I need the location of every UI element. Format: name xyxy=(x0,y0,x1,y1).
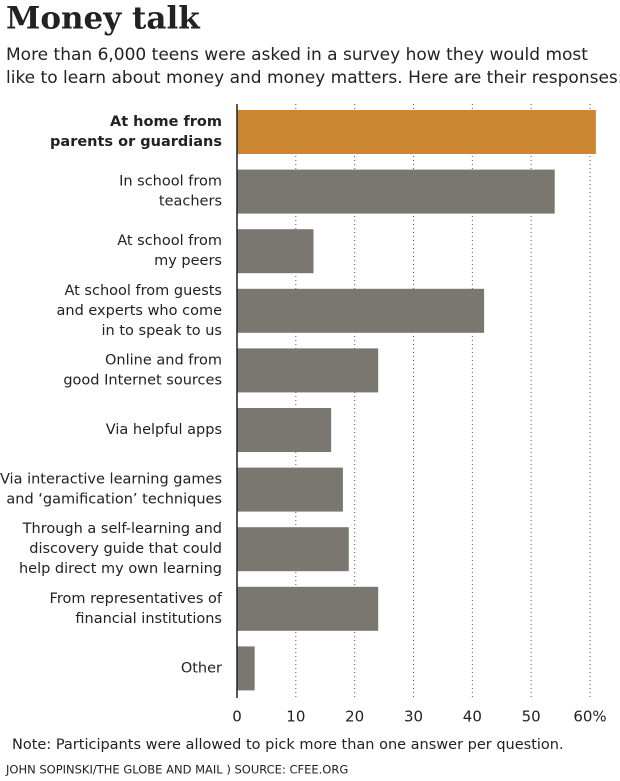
bar xyxy=(237,586,379,631)
category-label: teachers xyxy=(159,194,222,210)
category-label: In school from xyxy=(119,174,222,190)
category-label: help direct my own learning xyxy=(19,561,222,577)
bar xyxy=(237,169,555,214)
bar xyxy=(237,288,485,333)
bar xyxy=(237,646,255,691)
category-label: From representatives of xyxy=(50,591,223,607)
chart-title: Money talk xyxy=(6,1,201,37)
x-tick-label: 50 xyxy=(522,708,541,726)
bar xyxy=(237,229,314,274)
bar xyxy=(237,110,596,154)
bar xyxy=(237,408,332,452)
bar xyxy=(237,527,349,572)
note: Note: Participants were allowed to pick … xyxy=(12,737,564,753)
subtitle: like to learn about money and money matt… xyxy=(6,68,620,88)
category-label: Via interactive learning games xyxy=(0,472,222,488)
category-label: Via helpful apps xyxy=(106,422,222,438)
category-label: my peers xyxy=(154,253,222,269)
category-label: At school from xyxy=(117,233,222,249)
category-label: discovery guide that could xyxy=(29,541,222,557)
category-label: Through a self-learning and xyxy=(22,521,222,537)
category-label: parents or guardians xyxy=(50,134,222,150)
x-tick-label: 0 xyxy=(232,708,242,726)
category-label: and ‘gamification’ techniques xyxy=(6,492,222,508)
category-label: At home from xyxy=(110,114,222,130)
category-label: in to speak to us xyxy=(102,323,222,339)
subtitle: More than 6,000 teens were asked in a su… xyxy=(6,45,588,65)
category-label: Online and from xyxy=(105,352,222,368)
bar xyxy=(237,348,379,393)
category-label: Other xyxy=(181,660,222,676)
x-tick-label: 40 xyxy=(463,708,482,726)
category-label: At school from guests xyxy=(64,283,222,299)
category-label: financial institutions xyxy=(75,611,222,627)
category-label: and experts who come xyxy=(57,303,223,319)
bar xyxy=(237,467,343,512)
x-tick-label: 30 xyxy=(404,708,423,726)
category-label: good Internet sources xyxy=(63,372,222,388)
x-tick-label: 60% xyxy=(573,708,606,726)
x-tick-label: 10 xyxy=(286,708,305,726)
x-tick-label: 20 xyxy=(345,708,364,726)
credit: JOHN SOPINSKI/THE GLOBE AND MAIL ) SOURC… xyxy=(5,763,348,777)
